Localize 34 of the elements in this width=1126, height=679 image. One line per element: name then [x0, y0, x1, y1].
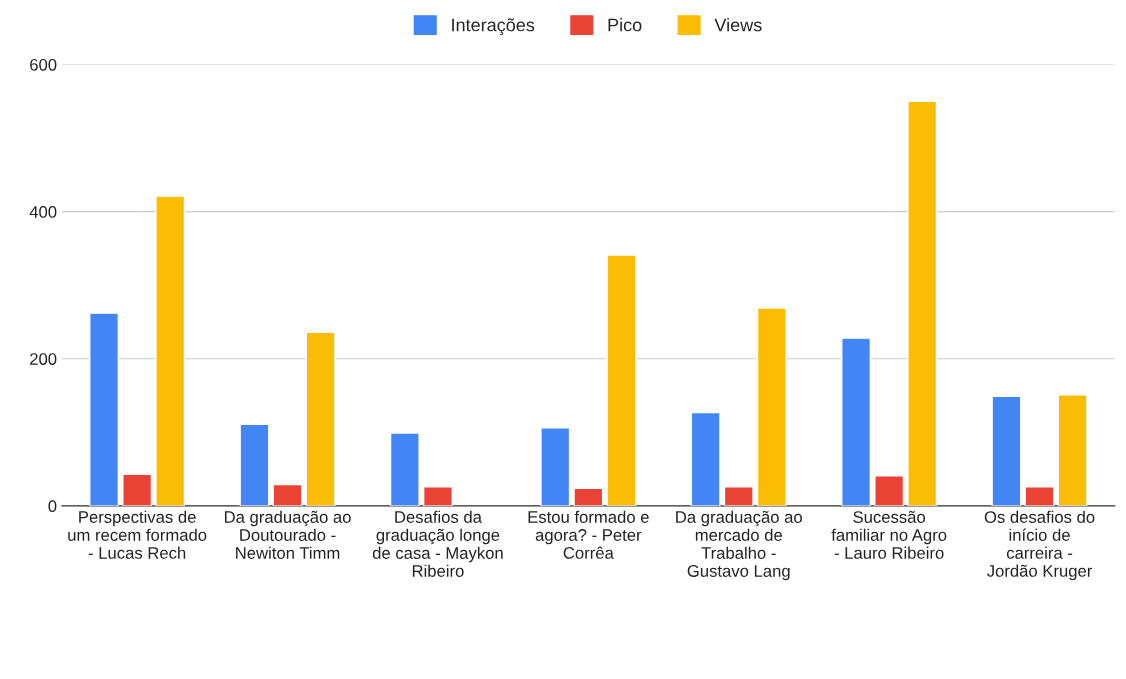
- bar: [540, 427, 571, 506]
- bar: [874, 475, 905, 506]
- bar: [690, 411, 721, 506]
- bar: [122, 473, 153, 506]
- bar: [841, 337, 872, 506]
- bar: [606, 254, 637, 506]
- bar: [155, 195, 186, 506]
- y-tick-label: 200: [30, 353, 57, 365]
- bar: [991, 395, 1022, 506]
- legend-label: Views: [714, 18, 762, 32]
- legend-label: Pico: [608, 18, 642, 32]
- x-tick-label: Os desafios do início de carreira - Jordão Kruger: [984, 510, 1095, 581]
- bar: [89, 312, 120, 506]
- y-tick-label: 0: [48, 500, 57, 513]
- x-tick-label: Perspectivas de um recem formado - Lucas Rech: [68, 510, 207, 559]
- bar: [1057, 394, 1088, 506]
- bar: [389, 432, 420, 506]
- bar: [305, 331, 336, 506]
- x-tick-label: Estou formado e agora? - Peter Corrêa: [528, 510, 649, 559]
- bar: [272, 483, 303, 506]
- bar: [573, 487, 604, 506]
- legend-label: Interações: [452, 18, 535, 36]
- bar: [756, 307, 787, 506]
- bar: [723, 486, 754, 506]
- y-tick-label: 600: [30, 58, 57, 71]
- bar: [1024, 486, 1055, 506]
- x-tick-label: Da graduação ao mercado de Trabalho - Gustavo Lang: [676, 510, 802, 581]
- bar: [907, 100, 938, 506]
- y-tick-label: 400: [29, 206, 57, 218]
- bar: [422, 486, 453, 506]
- x-tick-label: Da graduação ao Doutourado - Newiton Timm: [224, 510, 351, 559]
- x-tick-label: Sucessão familiar no Agro - Lauro Ribeiro: [831, 510, 947, 559]
- bar: [239, 423, 270, 506]
- x-tick-label: Desafios da graduação longe de casa - Maykon Ribeiro: [372, 510, 503, 577]
